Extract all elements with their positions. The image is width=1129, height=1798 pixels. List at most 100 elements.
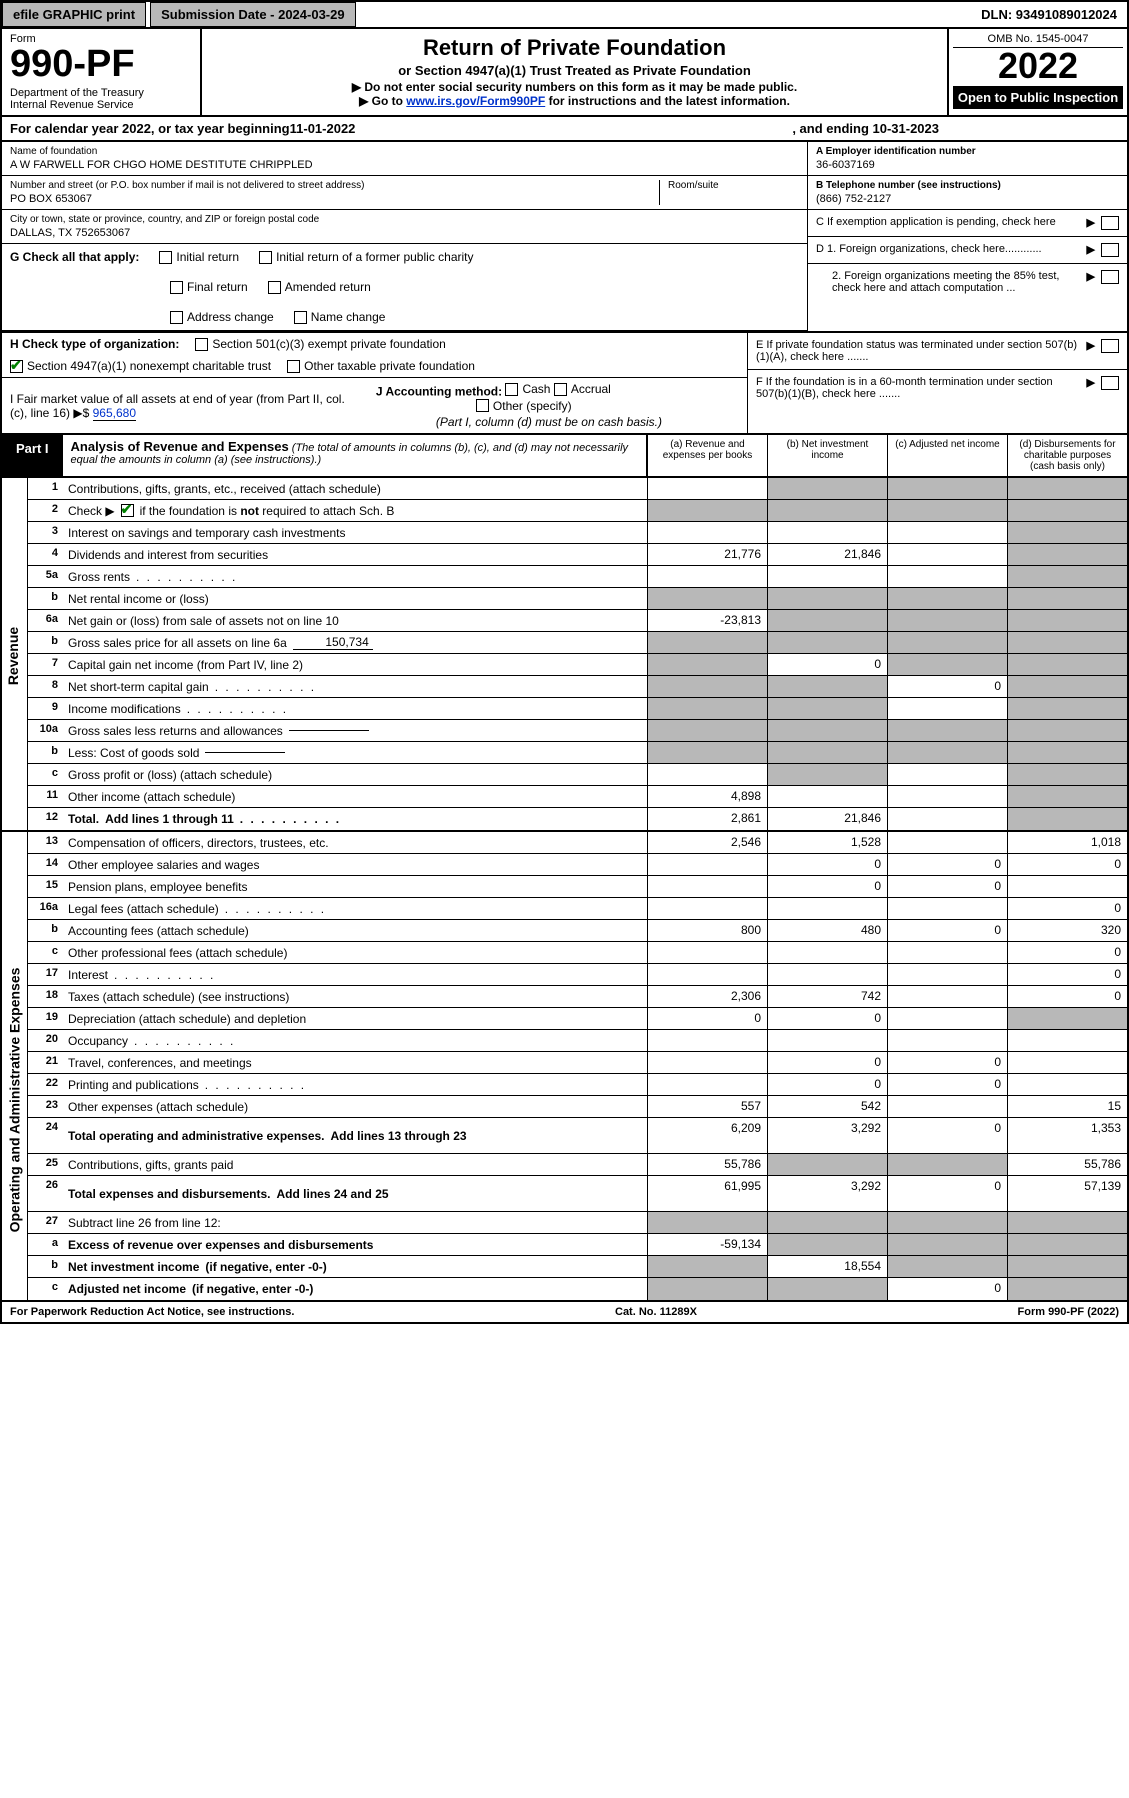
submission-date: Submission Date - 2024-03-29 xyxy=(150,2,356,27)
form-note-1: ▶ Do not enter social security numbers o… xyxy=(214,80,935,94)
row-27a: aExcess of revenue over expenses and dis… xyxy=(28,1234,1127,1256)
col-d-header: (d) Disbursements for charitable purpose… xyxy=(1007,435,1127,476)
row-27: 27Subtract line 26 from line 12: xyxy=(28,1212,1127,1234)
entity-info-block: Name of foundation A W FARWELL FOR CHGO … xyxy=(0,142,1129,333)
cb-501c3[interactable]: Section 501(c)(3) exempt private foundat… xyxy=(195,337,445,351)
section-g: G Check all that apply: Initial return I… xyxy=(2,244,807,331)
form-note-2: ▶ Go to www.irs.gov/Form990PF for instru… xyxy=(214,94,935,108)
calendar-year-row: For calendar year 2022, or tax year begi… xyxy=(0,117,1129,142)
cb-4947a1[interactable]: Section 4947(a)(1) nonexempt charitable … xyxy=(10,359,271,373)
foundation-name-cell: Name of foundation A W FARWELL FOR CHGO … xyxy=(2,142,807,176)
year-block: OMB No. 1545-0047 2022 Open to Public In… xyxy=(947,29,1127,115)
row-16c: cOther professional fees (attach schedul… xyxy=(28,942,1127,964)
address-cell: Number and street (or P.O. box number if… xyxy=(2,176,807,210)
city-cell: City or town, state or province, country… xyxy=(2,210,807,244)
section-f: F If the foundation is in a 60-month ter… xyxy=(748,370,1127,406)
form-title: Return of Private Foundation xyxy=(214,35,935,61)
row-10b: bLess: Cost of goods sold xyxy=(28,742,1127,764)
row-27b: bNet investment income (if negative, ent… xyxy=(28,1256,1127,1278)
gross-sales-6a: 150,734 xyxy=(293,635,373,650)
cb-foreign-org[interactable] xyxy=(1101,243,1119,257)
open-public: Open to Public Inspection xyxy=(953,86,1123,109)
form990pf-link[interactable]: www.irs.gov/Form990PF xyxy=(406,94,545,108)
ein: 36-6037169 xyxy=(816,159,1119,171)
form-subtitle: or Section 4947(a)(1) Trust Treated as P… xyxy=(214,63,935,78)
row-5b: bNet rental income or (loss) xyxy=(28,588,1127,610)
city-state-zip: DALLAS, TX 752653067 xyxy=(10,227,799,239)
row-6a: 6aNet gain or (loss) from sale of assets… xyxy=(28,610,1127,632)
row-22: 22Printing and publications00 xyxy=(28,1074,1127,1096)
cb-60month-term[interactable] xyxy=(1101,376,1119,390)
opex-side-label: Operating and Administrative Expenses xyxy=(2,832,28,1300)
tax-year: 2022 xyxy=(953,48,1123,84)
cb-85pct-test[interactable] xyxy=(1101,270,1119,284)
row-16b: bAccounting fees (attach schedule)800480… xyxy=(28,920,1127,942)
tax-year-begin: 11-01-2022 xyxy=(290,121,356,136)
row-17: 17Interest0 xyxy=(28,964,1127,986)
col-b-header: (b) Net investment income xyxy=(767,435,887,476)
revenue-side-label: Revenue xyxy=(2,478,28,830)
row-19: 19Depreciation (attach schedule) and dep… xyxy=(28,1008,1127,1030)
expenses-table: Operating and Administrative Expenses 13… xyxy=(0,832,1129,1302)
fmv-assets: 965,680 xyxy=(93,406,136,421)
cb-accrual[interactable]: Accrual xyxy=(554,382,611,396)
row-25: 25Contributions, gifts, grants paid55,78… xyxy=(28,1154,1127,1176)
row-1: 1Contributions, gifts, grants, etc., rec… xyxy=(28,478,1127,500)
col-c-header: (c) Adjusted net income xyxy=(887,435,1007,476)
sections-h-i-j: H Check type of organization: Section 50… xyxy=(0,333,1129,435)
row-15: 15Pension plans, employee benefits00 xyxy=(28,876,1127,898)
form-number: 990-PF xyxy=(10,45,192,83)
row-2: 2Check ▶ if the foundation is not requir… xyxy=(28,500,1127,522)
revenue-table: Revenue 1Contributions, gifts, grants, e… xyxy=(0,478,1129,832)
cb-exemption-pending[interactable] xyxy=(1101,216,1119,230)
cb-other-method[interactable]: Other (specify) xyxy=(476,399,572,413)
row-8: 8Net short-term capital gain0 xyxy=(28,676,1127,698)
row-26: 26Total expenses and disbursements. Add … xyxy=(28,1176,1127,1212)
cat-no: Cat. No. 11289X xyxy=(615,1306,697,1318)
cb-initial-return[interactable]: Initial return xyxy=(159,250,239,264)
row-7: 7Capital gain net income (from Part IV, … xyxy=(28,654,1127,676)
row-6b: bGross sales price for all assets on lin… xyxy=(28,632,1127,654)
foundation-name: A W FARWELL FOR CHGO HOME DESTITUTE CHRI… xyxy=(10,159,799,171)
row-14: 14Other employee salaries and wages000 xyxy=(28,854,1127,876)
row-20: 20Occupancy xyxy=(28,1030,1127,1052)
row-3: 3Interest on savings and temporary cash … xyxy=(28,522,1127,544)
row-4: 4Dividends and interest from securities2… xyxy=(28,544,1127,566)
cb-address-change[interactable]: Address change xyxy=(170,310,274,324)
cb-final-return[interactable]: Final return xyxy=(170,280,248,294)
form-id-block: Form 990-PF Department of the Treasury I… xyxy=(2,29,202,115)
top-bar: efile GRAPHIC print Submission Date - 20… xyxy=(0,0,1129,29)
form-ref: Form 990-PF (2022) xyxy=(1018,1306,1120,1318)
phone: (866) 752-2127 xyxy=(816,193,1119,205)
section-e: E If private foundation status was termi… xyxy=(748,333,1127,370)
section-d1: D 1. Foreign organizations, check here..… xyxy=(808,237,1127,264)
cb-other-taxable[interactable]: Other taxable private foundation xyxy=(287,359,475,373)
efile-print-button[interactable]: efile GRAPHIC print xyxy=(2,2,146,27)
column-headers: (a) Revenue and expenses per books (b) N… xyxy=(646,435,1127,476)
part-1-tab: Part I xyxy=(2,435,63,476)
cb-name-change[interactable]: Name change xyxy=(294,310,386,324)
row-27c: cAdjusted net income (if negative, enter… xyxy=(28,1278,1127,1300)
page-footer: For Paperwork Reduction Act Notice, see … xyxy=(0,1302,1129,1324)
dln: DLN: 93491089012024 xyxy=(971,3,1127,26)
row-10a: 10aGross sales less returns and allowanc… xyxy=(28,720,1127,742)
row-9: 9Income modifications xyxy=(28,698,1127,720)
phone-cell: B Telephone number (see instructions) (8… xyxy=(808,176,1127,210)
row-5a: 5aGross rents xyxy=(28,566,1127,588)
cb-cash[interactable]: Cash xyxy=(505,382,550,396)
row-23: 23Other expenses (attach schedule)557542… xyxy=(28,1096,1127,1118)
cb-sch-b[interactable] xyxy=(121,504,134,517)
tax-year-end: 10-31-2023 xyxy=(873,121,940,136)
section-h: H Check type of organization: Section 50… xyxy=(2,333,747,355)
street-address: PO BOX 653067 xyxy=(10,193,659,205)
row-10c: cGross profit or (loss) (attach schedule… xyxy=(28,764,1127,786)
cb-status-terminated[interactable] xyxy=(1101,339,1119,353)
section-i-j: I Fair market value of all assets at end… xyxy=(2,377,747,433)
paperwork-notice: For Paperwork Reduction Act Notice, see … xyxy=(10,1306,294,1318)
row-16a: 16aLegal fees (attach schedule)0 xyxy=(28,898,1127,920)
col-a-header: (a) Revenue and expenses per books xyxy=(647,435,767,476)
cb-amended-return[interactable]: Amended return xyxy=(268,280,371,294)
cb-initial-former[interactable]: Initial return of a former public charit… xyxy=(259,250,473,264)
form-title-block: Return of Private Foundation or Section … xyxy=(202,29,947,115)
row-24: 24Total operating and administrative exp… xyxy=(28,1118,1127,1154)
